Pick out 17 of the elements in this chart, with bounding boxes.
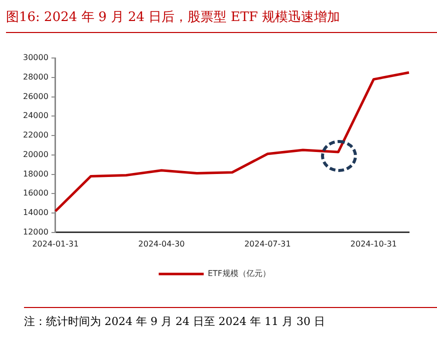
y-tick-label: 28000: [22, 72, 48, 82]
y-tick-label: 30000: [22, 53, 48, 62]
x-tick-label: 2024-10-31: [350, 239, 397, 248]
y-tick-label: 12000: [22, 227, 48, 236]
y-tick-label: 14000: [22, 208, 48, 218]
y-tick-label: 16000: [22, 188, 48, 198]
y-tick-label: 24000: [22, 111, 48, 120]
x-tick-label: 2024-04-30: [138, 239, 185, 248]
y-tick-label: 22000: [22, 130, 48, 140]
text: ETF规模（亿元）: [208, 269, 270, 278]
text: 注：统计时间为 2024 年 9 月 24 日至 2024 年 11 月 30 日: [24, 314, 326, 330]
y-tick-label: 26000: [22, 92, 48, 101]
y-tick-label: 18000: [22, 169, 48, 178]
x-tick-label: 2024-01-31: [32, 239, 79, 248]
chart-title: 图16: 2024 年 9 月 24 日后，股票型 ETF 规模迅速增加: [6, 9, 340, 26]
y-tick-label: 20000: [22, 150, 48, 159]
x-tick-label: 2024-07-31: [244, 239, 291, 248]
